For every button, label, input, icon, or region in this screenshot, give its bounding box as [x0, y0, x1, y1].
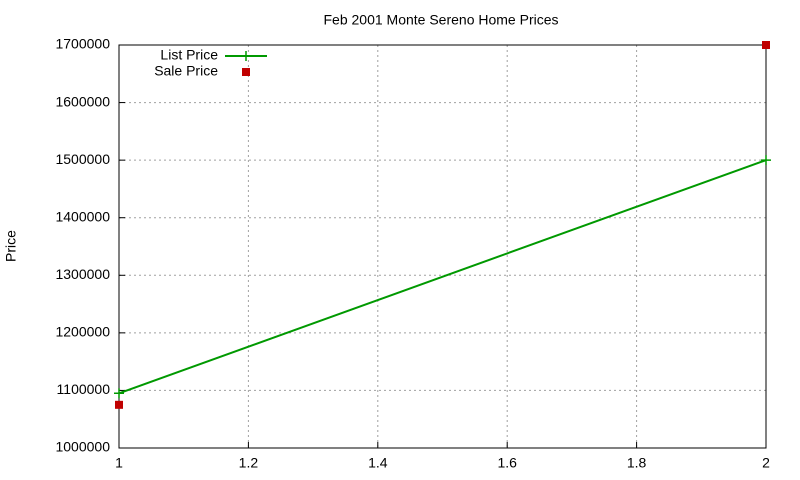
point: [115, 400, 123, 409]
y-tick-label: 1600000: [55, 93, 110, 109]
series-line: [118, 159, 767, 395]
point: [762, 41, 770, 49]
plot-frame: [118, 44, 767, 449]
x-tick-label: 1.2: [239, 455, 259, 471]
point: [114, 388, 124, 399]
y-tick-label: 1500000: [55, 151, 110, 167]
x-tick-label: 1: [115, 455, 123, 471]
y-tick-label: 1300000: [55, 266, 110, 282]
legend-marker: [242, 68, 250, 76]
legend-marker: [241, 51, 251, 61]
y-tick-label: 1700000: [55, 36, 110, 52]
chart-title: Feb 2001 Monte Sereno Home Prices: [323, 12, 558, 28]
x-tick-label: 1.4: [368, 455, 388, 471]
x-tick-label: 2: [762, 455, 770, 471]
y-tick-label: 1000000: [55, 439, 110, 455]
y-tick-label: 1200000: [55, 324, 110, 340]
y-tick-label: 1400000: [55, 208, 110, 224]
legend-label: List Price: [160, 47, 218, 63]
point: [761, 155, 771, 166]
legend-label: Sale Price: [154, 63, 218, 79]
y-tick-label: 1100000: [57, 381, 111, 397]
x-tick-label: 1.8: [627, 455, 647, 471]
x-tick-label: 1.6: [497, 455, 517, 471]
y-axis-label: Price: [3, 230, 19, 262]
